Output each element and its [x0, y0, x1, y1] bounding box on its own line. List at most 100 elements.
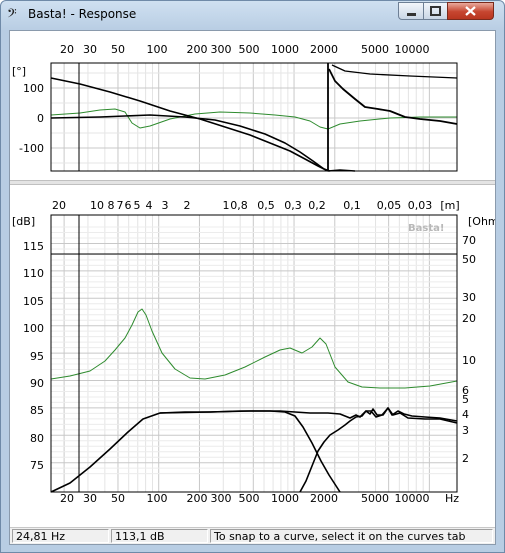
phase-freq-tick: 100: [147, 43, 168, 56]
phase-plot[interactable]: 20 30 50 100 200 300 500 1000 2000 5000 …: [10, 31, 495, 179]
status-hint: To snap to a curve, select it on the cur…: [210, 529, 493, 543]
phase-freq-tick: 5000: [361, 43, 389, 56]
wavelength-tick: 0,3: [284, 199, 302, 212]
wavelength-tick: 10: [90, 199, 104, 212]
phase-unit-label: [°]: [12, 65, 26, 78]
spl-freq-tick: 10000: [395, 492, 430, 505]
minimize-icon: [407, 13, 416, 16]
phase-woofer-curve: [50, 77, 329, 172]
wavelength-tick: 1: [223, 199, 230, 212]
status-frequency: 24,81 Hz: [12, 529, 109, 543]
phase-freq-tick: 10000: [395, 43, 430, 56]
wavelength-unit: [m]: [440, 199, 459, 212]
db-tick: 100: [23, 322, 44, 335]
phase-sum-curve: [50, 114, 331, 172]
wavelength-tick: 0,05: [377, 199, 402, 212]
spl-freq-tick: 20: [60, 492, 74, 505]
wavelength-tick: 2: [184, 199, 191, 212]
status-bar: 24,81 Hz 113,1 dB To snap to a curve, se…: [10, 527, 495, 544]
ohm-tick: 30: [462, 291, 476, 304]
status-level: 113,1 dB: [111, 529, 208, 543]
spl-plot-frame: [50, 214, 458, 493]
phase-plot-frame: [50, 62, 458, 172]
splitter-bar[interactable]: [10, 180, 495, 185]
ohm-tick-labels: 70 50 30 20 10 6 5 4 3 2: [462, 234, 476, 465]
ohm-tick: 2: [462, 452, 469, 465]
maximize-icon: [430, 6, 441, 16]
db-tick: 85: [30, 404, 44, 417]
ohm-tick: 20: [462, 312, 476, 325]
db-tick-labels: 115 110 105 100 95 90 85 80 75: [23, 240, 44, 472]
spl-freq-unit: Hz: [445, 492, 459, 505]
phase-y-tick: -100: [19, 142, 44, 155]
phase-curves: [50, 63, 458, 172]
db-unit-label: [dB]: [12, 215, 35, 228]
db-tick: 90: [30, 377, 44, 390]
phase-y-tick: 100: [23, 82, 44, 95]
wavelength-tick: 7: [117, 199, 124, 212]
wavelength-tick: 0,1: [343, 199, 361, 212]
spl-freq-tick: 200: [187, 492, 208, 505]
db-tick: 105: [23, 295, 44, 308]
ohm-tick: 10: [462, 354, 476, 367]
db-tick: 115: [23, 240, 44, 253]
close-button[interactable]: [447, 2, 494, 20]
minimize-button[interactable]: [398, 2, 424, 20]
close-icon: [465, 6, 476, 16]
spl-freq-tick: 5000: [361, 492, 389, 505]
wavelength-tick: 5: [134, 199, 141, 212]
ohm-tick: 50: [462, 253, 476, 266]
spl-tweeter-curve: [299, 407, 458, 493]
phase-impedance-curve: [50, 108, 457, 130]
phase-freq-tick: 50: [111, 43, 125, 56]
spl-freq-tick: 100: [147, 492, 168, 505]
spl-freq-tick: 300: [211, 492, 232, 505]
wavelength-labels: 20 10 8 7 6 5 4 3 2 1 0,8 0,5 0,3 0,2 0,…: [52, 199, 460, 212]
spl-freq-tick: 50: [111, 492, 125, 505]
wavelength-tick: 3: [162, 199, 169, 212]
ohm-tick: 3: [462, 424, 469, 437]
phase-freq-tick: 20: [60, 43, 74, 56]
window-title: Basta! - Response: [28, 7, 137, 21]
spl-plot[interactable]: 20 10 8 7 6 5 4 3 2 1 0,8 0,5 0,3 0,2 0,…: [10, 185, 495, 527]
wavelength-tick: 4: [146, 199, 153, 212]
maximize-button[interactable]: [423, 2, 448, 20]
wavelength-tick: 0,03: [408, 199, 433, 212]
phase-freq-labels: 20 30 50 100 200 300 500 1000 2000 5000 …: [60, 43, 430, 56]
phase-tweeter-upper-curve: [331, 64, 458, 79]
spl-freq-tick: 2000: [310, 492, 338, 505]
wavelength-tick: 0,2: [308, 199, 326, 212]
wavelength-tick: 0,5: [257, 199, 275, 212]
wavelength-tick: 20: [52, 199, 66, 212]
spl-freq-tick: 500: [239, 492, 260, 505]
spl-freq-tick: 1000: [271, 492, 299, 505]
spl-curves: [50, 308, 458, 493]
phase-freq-tick: 30: [83, 43, 97, 56]
spl-impedance-curve: [50, 308, 458, 389]
phase-freq-tick: 200: [187, 43, 208, 56]
ohm-unit-label: [Ohm]: [468, 215, 495, 228]
phase-freq-tick: 1000: [271, 43, 299, 56]
wavelength-tick: 6: [125, 199, 132, 212]
wavelength-tick: 0,8: [230, 199, 248, 212]
spl-freq-labels: 20 30 50 100 200 300 500 1000 2000 5000 …: [60, 492, 459, 505]
phase-freq-tick: 2000: [310, 43, 338, 56]
phase-tweeter-curve: [328, 68, 458, 125]
spl-freq-tick: 30: [83, 492, 97, 505]
db-tick: 110: [23, 267, 44, 280]
ohm-tick: 6: [462, 384, 469, 397]
db-tick: 75: [30, 459, 44, 472]
ohm-tick: 5: [462, 393, 469, 406]
db-tick: 95: [30, 350, 44, 363]
bass-clef-icon: 𝄢: [7, 6, 17, 24]
title-bar[interactable]: 𝄢 Basta! - Response: [1, 1, 504, 29]
ohm-tick: 4: [462, 408, 469, 421]
wavelength-tick: 8: [108, 199, 115, 212]
spl-sum-curve: [159, 407, 458, 422]
client-area: 20 30 50 100 200 300 500 1000 2000 5000 …: [9, 30, 496, 545]
basta-watermark: Basta!: [408, 223, 444, 234]
ohm-tick: 70: [462, 234, 476, 247]
phase-freq-tick: 500: [239, 43, 260, 56]
phase-y-tick: 0: [37, 112, 44, 125]
